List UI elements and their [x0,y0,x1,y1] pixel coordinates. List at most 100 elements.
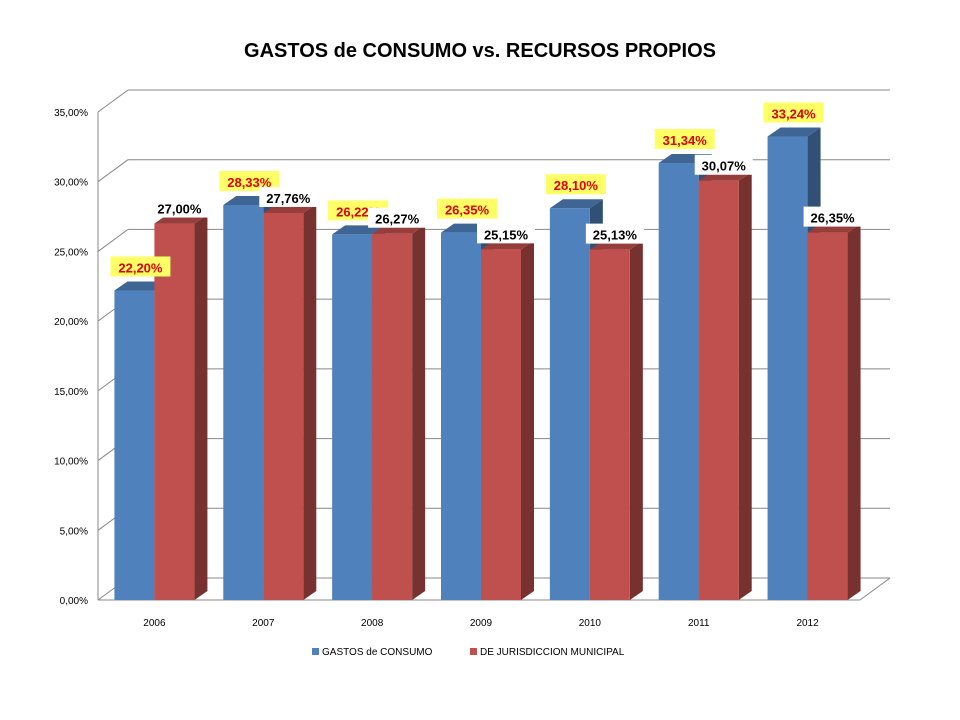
data-label-gastos: 28,33% [219,170,280,191]
data-label-bg [585,223,644,244]
data-label-text: 27,76% [266,191,311,206]
data-label-bg [259,186,318,207]
gridline-side [97,229,129,252]
y-tick-label: 35,00% [54,108,88,119]
data-label-text: 33,24% [772,107,817,122]
bar-top-face [114,281,168,291]
data-label-text: 27,00% [157,202,202,217]
data-label-bg [654,129,715,150]
data-label-text: 26,35% [811,211,856,226]
data-label-text: 22,20% [118,260,163,275]
data-label-bg [803,206,862,227]
data-label-text: 26,35% [445,203,490,218]
y-axis: 0,00% 5,00% 10,00% 15,00% 20,00% 25,00% 30,00%… [54,108,99,607]
legend-swatch [470,648,477,655]
data-label-bg [545,174,606,195]
data-label-text: 28,10% [554,178,599,193]
bar-front-face [481,249,521,600]
chart-title: GASTOS de CONSUMO vs. RECURSOS PROPIOS [244,40,716,62]
data-label-municipal: 27,00% [150,197,209,218]
bar-side-face [738,171,752,600]
data-label-municipal: 26,35% [803,206,862,227]
data-label-bg [437,198,497,219]
data-labels: 22,20%27,00%28,33%27,76%26,22%26,27%26,3… [110,102,862,277]
y-tick-label: 20,00% [54,317,88,328]
legend-item-gastos: GASTOS de CONSUMO [312,647,433,658]
data-label-municipal: 27,76% [259,186,318,207]
x-tick-label: 2010 [579,618,602,629]
bar-jurisdiccion-municipal [154,214,208,601]
bar-side-face [521,240,534,600]
bar-front-face [223,204,264,601]
bar-side-face [303,203,317,600]
data-label-text: 28,33% [227,175,272,190]
bar-jurisdiccion-municipal [698,171,752,600]
x-tick-label: 2006 [143,618,166,629]
x-tick-label: 2008 [361,618,384,629]
data-label-text: 31,34% [663,133,708,148]
bar-front-face [441,232,481,600]
bars [114,127,861,601]
bar-jurisdiccion-municipal [372,224,426,601]
data-label-text: 26,27% [375,212,420,227]
bar-side-face [194,214,208,601]
bar-jurisdiccion-municipal [481,240,534,600]
y-tick-label: 25,00% [54,247,88,258]
y-tick-label: 30,00% [54,178,88,189]
x-tick-label: 2011 [688,618,710,629]
data-label-gastos: 26,35% [437,198,497,219]
gridline-side [97,159,129,183]
data-label-bg [368,207,427,228]
bar-jurisdiccion-municipal [807,223,861,600]
legend-swatch [312,648,319,655]
bar-side-face [412,224,426,601]
data-label-gastos: 28,10% [545,174,606,195]
legend-label: GASTOS de CONSUMO [322,647,433,658]
bar-front-face [807,232,848,600]
y-tick-label: 10,00% [54,457,88,468]
bar-top-face [767,127,821,137]
data-label-text: 30,07% [702,159,747,174]
bar-front-face [114,290,155,600]
bar-jurisdiccion-municipal [589,240,643,600]
bar-jurisdiccion-municipal [263,203,317,600]
bar-front-face [154,223,195,601]
bar-front-face [698,180,739,600]
data-label-gastos: 31,34% [654,129,715,150]
y-tick-label: 5,00% [60,526,88,537]
data-label-bg [763,102,824,123]
y-tick-label: 15,00% [54,387,88,398]
data-label-bg [477,223,535,244]
x-tick-label: 2009 [470,618,493,629]
bar-front-face [332,234,373,601]
bar-front-face [549,208,590,600]
data-label-municipal: 25,13% [585,223,644,244]
bar-front-face [767,136,808,600]
x-axis: 2006 2007 2008 2009 2010 2011 2012 [143,618,819,629]
bar-front-face [263,212,304,600]
legend-item-municipal: DE JURISDICCION MUNICIPAL [470,647,625,658]
bar-side-face [847,223,861,600]
x-tick-label: 2007 [252,618,275,629]
legend: GASTOS de CONSUMO DE JURISDICCION MUNICIP… [312,647,625,658]
data-label-municipal: 30,07% [694,154,753,175]
data-label-bg [150,197,209,218]
floor-right-edge [859,577,891,601]
data-label-bg [694,154,753,175]
bar-front-face [658,163,699,600]
x-tick-label: 2012 [796,618,819,629]
data-label-text: 25,15% [484,227,529,242]
bar-front-face [589,249,630,600]
data-label-gastos: 22,20% [110,256,171,277]
bar-front-face [372,233,413,601]
bar-top-face [549,199,603,209]
data-label-text: 25,13% [593,228,638,243]
data-label-municipal: 25,15% [477,223,535,244]
data-label-gastos: 33,24% [763,102,824,123]
data-label-bg [219,170,280,191]
y-tick-label: 0,00% [60,596,88,607]
legend-label: DE JURISDICCION MUNICIPAL [480,647,625,658]
gridline-side [97,89,129,113]
data-label-bg [110,256,171,277]
